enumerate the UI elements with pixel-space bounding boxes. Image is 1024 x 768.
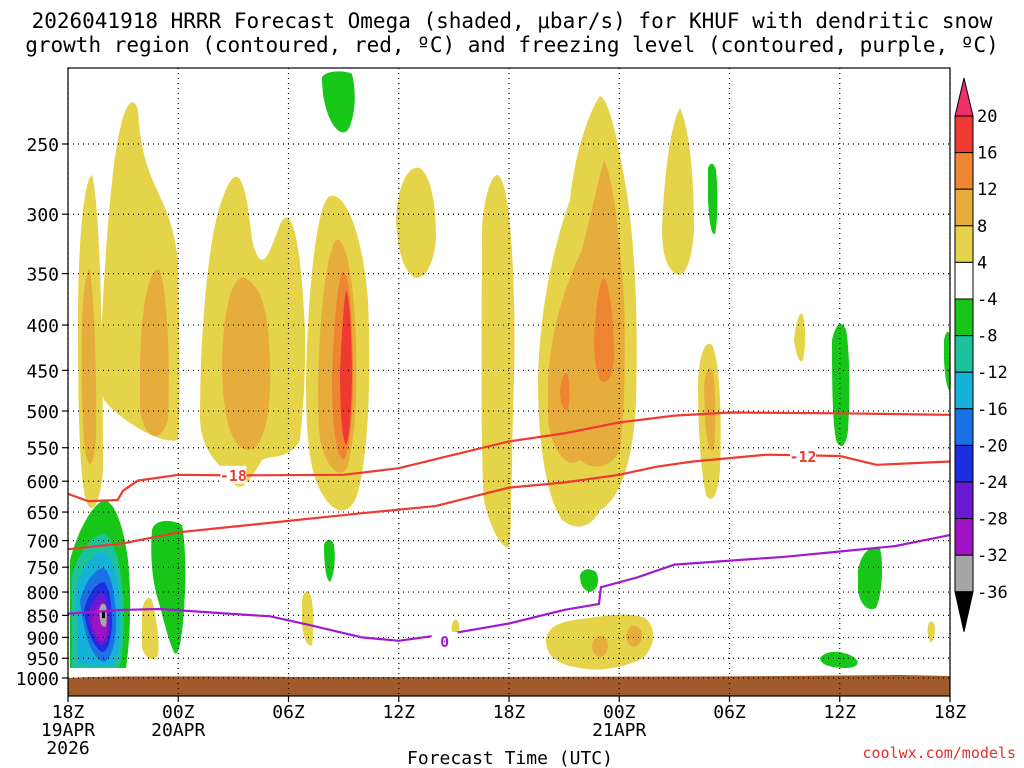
colorbar-label: 16 [977, 144, 997, 164]
colorbar-segment [954, 554, 974, 593]
colorbar-segment [954, 298, 974, 337]
omega-shading [70, 71, 950, 670]
colorbar-label: 4 [977, 253, 987, 273]
colorbar-label: -32 [977, 546, 1008, 566]
y-tick-label: 650 [26, 503, 59, 524]
colorbar-segment [954, 225, 974, 263]
y-tick-label: 1000 [16, 669, 59, 690]
y-tick-label: 850 [26, 606, 59, 627]
colorbar-label: -8 [977, 327, 997, 347]
colorbar-segment [954, 444, 974, 483]
x-tick-label: 18Z [493, 702, 526, 723]
y-tick-label: 700 [26, 532, 59, 553]
y-tick-label: 400 [26, 316, 59, 337]
colorbar-segment [954, 261, 974, 300]
y-tick-label: 950 [26, 649, 59, 670]
title-line-2: growth region (contoured, red, ºC) and f… [25, 33, 999, 57]
x-tick-label: 06Z [713, 702, 746, 723]
x-tick-sublabel: 2026 [46, 738, 89, 759]
dendritic-bottom-label: -12 [789, 448, 816, 466]
dendritic-bottom-label-bg [790, 447, 816, 466]
colorbar-segment [954, 408, 974, 446]
colorbar-label: -24 [977, 473, 1008, 493]
y-tick-label: 300 [26, 205, 59, 226]
colorbar-segment [954, 481, 974, 520]
colorbar-top-triangle [954, 77, 974, 117]
y-tick-label: 800 [26, 583, 59, 604]
x-tick-sublabel: 21APR [592, 720, 646, 741]
x-tick-label: 00Z [603, 702, 636, 723]
x-tick-label: 12Z [823, 702, 856, 723]
colorbar-label: -36 [977, 583, 1008, 603]
contour-lines: -18 -12 0 [67, 411, 951, 651]
y-tick-label: 350 [26, 265, 59, 286]
y-tick-label: 550 [26, 439, 59, 460]
x-tick-label: 18Z [934, 702, 967, 723]
dendritic-top-label-bg [220, 465, 247, 484]
colorbar-label: -12 [977, 363, 1008, 383]
colorbar-label: 12 [977, 180, 997, 200]
y-tick-label: 500 [26, 402, 59, 423]
y-tick-label: 900 [26, 628, 59, 649]
dendritic-top-label: -18 [220, 467, 247, 485]
freezing-level-label: 0 [440, 633, 449, 651]
y-axis-ticks: 2503003504004505005506006507007508008509… [16, 135, 68, 690]
x-tick-label: 18Z [52, 702, 85, 723]
y-tick-label: 600 [26, 472, 59, 493]
x-axis-label: Forecast Time (UTC) [407, 748, 613, 768]
colorbar-legend: 20 16 12 8 4 -4 -8 -12 -16 -20 -24 -28 -32 -36 [954, 77, 1008, 632]
x-tick-sublabel: 20APR [151, 720, 205, 741]
y-tick-label: 450 [26, 361, 59, 382]
freezing-level-line [67, 534, 951, 642]
colorbar-segment [954, 152, 974, 190]
dendritic-top-line [67, 411, 951, 503]
colorbar-label: -4 [977, 290, 997, 310]
credit-text: coolwx.com/models [862, 744, 1016, 762]
colorbar-label: 8 [977, 217, 987, 237]
title-line-1: 2026041918 HRRR Forecast Omega (shaded, … [31, 9, 993, 33]
x-tick-label: 12Z [382, 702, 415, 723]
colorbar-label: -20 [977, 436, 1008, 456]
x-tick-label: 06Z [272, 702, 305, 723]
colorbar-segment [954, 335, 974, 373]
colorbar-label: -28 [977, 510, 1008, 530]
colorbar-segment [954, 518, 974, 556]
x-tick-label: 00Z [162, 702, 195, 723]
colorbar-segment [954, 371, 974, 410]
colorbar-label: -16 [977, 400, 1008, 420]
x-tick-sublabel: 19APR [41, 720, 95, 741]
colorbar-bottom-triangle [954, 591, 974, 632]
y-tick-label: 750 [26, 558, 59, 579]
y-tick-label: 250 [26, 135, 59, 156]
colorbar-segment [954, 115, 974, 154]
terrain-strip [68, 675, 950, 696]
freezing-level-label-bg [431, 631, 458, 650]
colorbar-label: 20 [977, 107, 997, 127]
colorbar-segment [954, 188, 974, 227]
